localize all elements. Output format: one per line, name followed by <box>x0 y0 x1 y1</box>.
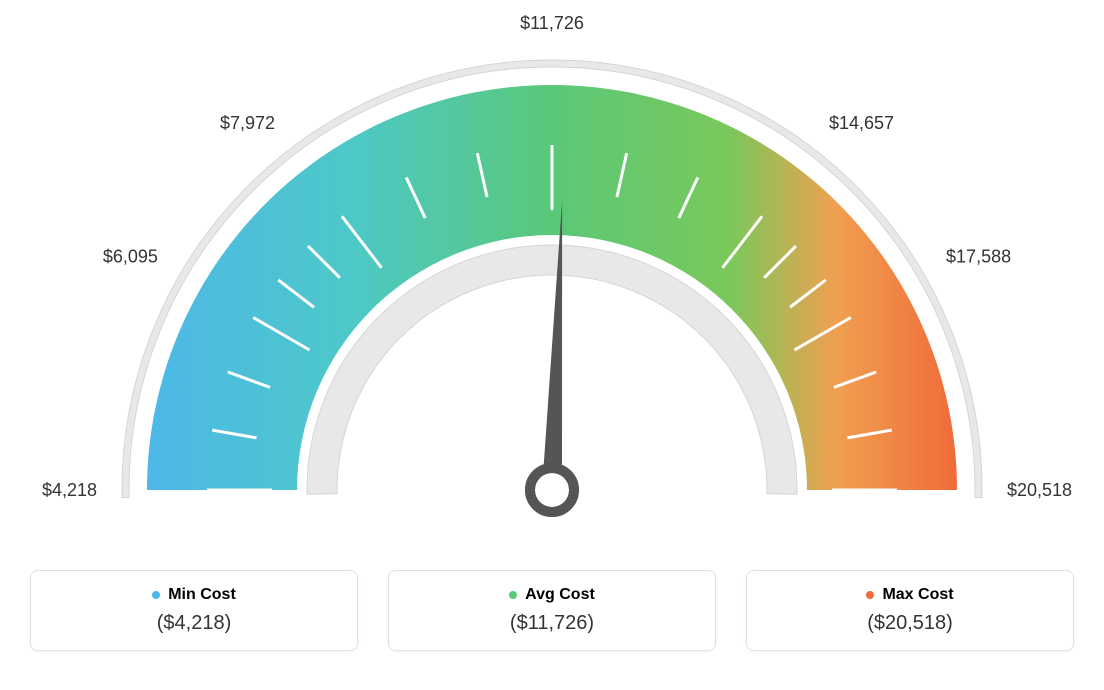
min-cost-value: ($4,218) <box>41 612 347 635</box>
max-cost-value: ($20,518) <box>757 612 1063 635</box>
dot-icon <box>509 591 517 599</box>
max-cost-box: Max Cost ($20,518) <box>746 570 1074 651</box>
scale-label: $20,518 <box>1007 480 1072 500</box>
gauge-needle <box>542 200 562 490</box>
scale-label: $4,218 <box>42 480 97 500</box>
min-cost-box: Min Cost ($4,218) <box>30 570 358 651</box>
gauge-chart-container: $4,218 $6,095 $7,972 $11,726 $14,657 $17,588 $… <box>0 0 1104 690</box>
scale-label: $6,095 <box>103 247 158 267</box>
scale-label: $11,726 <box>520 13 584 33</box>
gauge-svg: $4,218 $6,095 $7,972 $11,726 $14,657 $17,588 $… <box>0 0 1104 560</box>
summary-row: Min Cost ($4,218) Avg Cost ($11,726) Max… <box>0 570 1104 651</box>
avg-cost-box: Avg Cost ($11,726) <box>388 570 716 651</box>
avg-cost-title: Avg Cost <box>509 586 595 604</box>
gauge-area: $4,218 $6,095 $7,972 $11,726 $14,657 $17,588 $… <box>0 0 1104 560</box>
min-cost-title: Min Cost <box>152 586 236 604</box>
min-cost-label: Min Cost <box>168 586 236 604</box>
dot-icon <box>866 591 874 599</box>
scale-label: $14,657 <box>829 113 894 133</box>
avg-cost-value: ($11,726) <box>399 612 705 635</box>
avg-cost-label: Avg Cost <box>525 586 595 604</box>
max-cost-label: Max Cost <box>882 586 953 604</box>
gauge-hub-inner <box>535 473 569 507</box>
scale-label: $17,588 <box>946 247 1011 267</box>
max-cost-title: Max Cost <box>866 586 953 604</box>
dot-icon <box>152 591 160 599</box>
scale-label: $7,972 <box>220 113 275 133</box>
